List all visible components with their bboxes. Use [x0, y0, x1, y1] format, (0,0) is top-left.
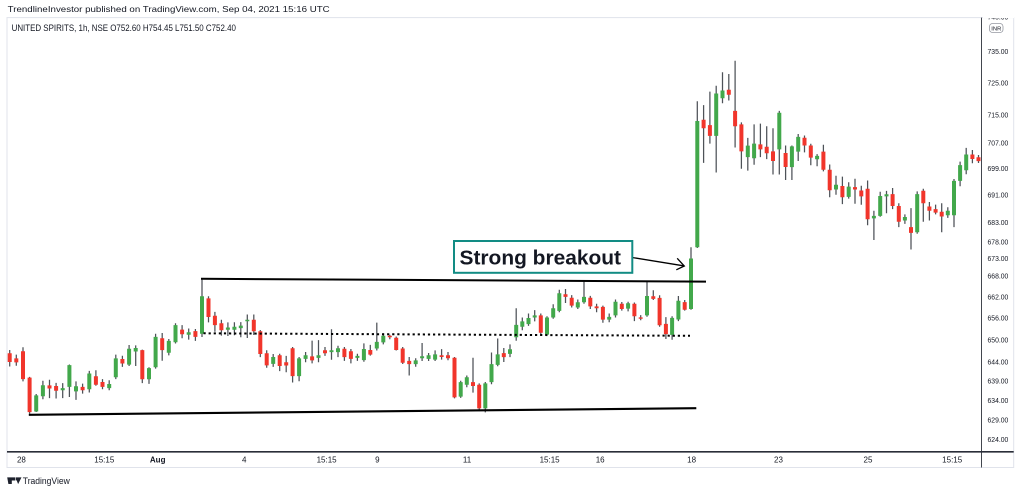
svg-text:678.00: 678.00: [988, 238, 1009, 247]
svg-text:9: 9: [375, 456, 380, 465]
svg-text:707.00: 707.00: [988, 139, 1009, 148]
svg-text:662.00: 662.00: [988, 293, 1009, 302]
svg-text:668.00: 668.00: [988, 271, 1009, 280]
svg-text:629.00: 629.00: [988, 415, 1009, 424]
svg-text:16: 16: [596, 456, 605, 465]
svg-text:Strong breakout: Strong breakout: [460, 247, 622, 269]
svg-text:673.00: 673.00: [988, 254, 1009, 263]
svg-text:699.00: 699.00: [988, 164, 1009, 173]
svg-text:691.00: 691.00: [988, 191, 1009, 200]
svg-text:735.00: 735.00: [988, 47, 1009, 56]
svg-text:15:15: 15:15: [317, 456, 338, 465]
svg-text:TrendlineInvestor published on: TrendlineInvestor published on TradingVi…: [8, 4, 330, 14]
svg-text:624.00: 624.00: [988, 435, 1009, 444]
svg-text:4: 4: [242, 456, 247, 465]
svg-text:INR: INR: [991, 26, 1001, 32]
svg-text:25: 25: [864, 456, 873, 465]
svg-text:18: 18: [687, 456, 696, 465]
svg-text:715.00: 715.00: [988, 111, 1009, 120]
svg-text:639.00: 639.00: [988, 376, 1009, 385]
svg-text:650.00: 650.00: [988, 335, 1009, 344]
svg-text:644.00: 644.00: [988, 357, 1009, 366]
svg-text:Aug: Aug: [150, 456, 166, 465]
svg-text:15:15: 15:15: [94, 456, 115, 465]
svg-text:725.00: 725.00: [988, 78, 1009, 87]
svg-text:15:15: 15:15: [540, 456, 561, 465]
svg-text:656.00: 656.00: [988, 313, 1009, 322]
svg-text:683.00: 683.00: [988, 218, 1009, 227]
svg-text:634.00: 634.00: [988, 396, 1009, 405]
svg-text:TradingView: TradingView: [23, 476, 70, 486]
svg-text:28: 28: [17, 456, 26, 465]
svg-text:UNITED SPIRITS, 1h, NSE O752.: UNITED SPIRITS, 1h, NSE O752.60 H754.45 …: [12, 22, 236, 33]
svg-text:15:15: 15:15: [942, 456, 963, 465]
svg-text:23: 23: [774, 456, 783, 465]
svg-text:11: 11: [463, 456, 472, 465]
